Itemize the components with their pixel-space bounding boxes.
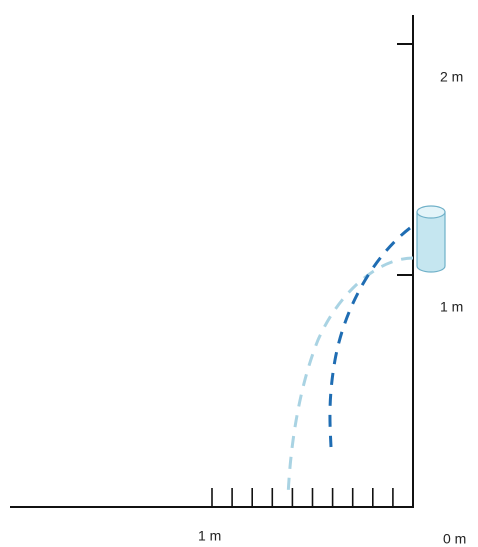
diagram: 2 m 1 m 1 m 0 m — [0, 0, 478, 547]
page: 2 m 1 m 1 m 0 m (() => { const data = JS… — [0, 0, 478, 547]
cylinder-body — [417, 212, 445, 272]
dark-trajectory — [330, 228, 410, 447]
label: 2 m — [440, 69, 463, 85]
cylinder-top — [417, 206, 445, 218]
cylinder — [417, 206, 445, 272]
ruler-ticks — [212, 488, 393, 507]
label: 1 m — [198, 528, 221, 544]
label: 1 m — [440, 299, 463, 315]
label: 0 m — [443, 531, 466, 547]
light-trajectory — [288, 258, 413, 497]
axes — [10, 15, 414, 508]
